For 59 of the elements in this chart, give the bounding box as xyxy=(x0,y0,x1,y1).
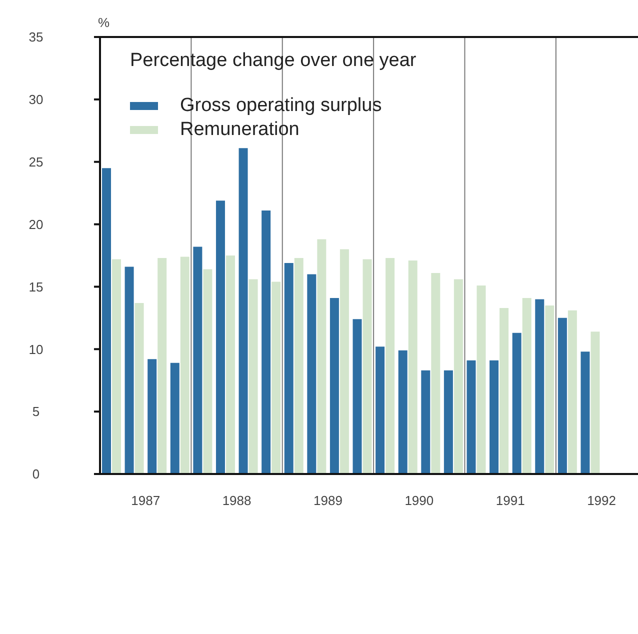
bar xyxy=(102,168,111,474)
bar xyxy=(476,285,486,474)
x-tick-label: 1992 xyxy=(587,493,616,508)
bar xyxy=(522,298,532,474)
y-tick-label: 20 xyxy=(28,216,44,232)
y-tick-label: 5 xyxy=(32,404,40,420)
bar xyxy=(340,249,349,474)
y-tick-label: 35 xyxy=(28,30,44,45)
bar xyxy=(512,332,522,474)
bar xyxy=(226,256,235,474)
x-tick-label: 1987 xyxy=(131,493,160,508)
bar xyxy=(408,260,418,474)
bar xyxy=(444,370,453,474)
bar xyxy=(580,352,590,474)
bar xyxy=(568,310,577,474)
bar xyxy=(193,246,202,474)
y-tick-label: 0 xyxy=(32,466,40,482)
y-tick-label: 10 xyxy=(28,342,44,357)
bar xyxy=(386,258,395,474)
bar xyxy=(352,319,362,474)
x-tick-label: 1988 xyxy=(222,493,252,508)
bar xyxy=(490,360,499,474)
bar xyxy=(545,305,554,474)
bar xyxy=(421,370,430,474)
bar xyxy=(466,360,476,474)
y-tick-label: 30 xyxy=(28,92,44,108)
bar xyxy=(284,262,294,474)
x-tick-label: 1989 xyxy=(314,493,342,508)
bar xyxy=(454,279,463,474)
bar xyxy=(203,269,212,474)
bar xyxy=(134,302,144,474)
bar xyxy=(124,266,134,474)
bar xyxy=(330,298,339,474)
bar xyxy=(362,259,372,474)
bar xyxy=(317,239,326,474)
bar xyxy=(590,332,600,474)
bar xyxy=(307,274,316,474)
bar xyxy=(180,256,190,474)
bar xyxy=(248,279,258,474)
bar xyxy=(158,258,167,474)
y-tick-label: 25 xyxy=(28,154,44,170)
bar xyxy=(262,210,271,474)
bar xyxy=(398,350,408,474)
bar xyxy=(272,282,281,474)
bar xyxy=(376,346,385,474)
bar xyxy=(558,318,567,474)
bar xyxy=(431,272,440,474)
y-tick-label: 15 xyxy=(28,279,44,294)
bar xyxy=(148,359,157,474)
x-tick-label: 1991 xyxy=(496,493,525,508)
bar xyxy=(170,362,180,474)
x-tick-label: 1990 xyxy=(404,493,434,508)
bar xyxy=(238,148,248,474)
bar xyxy=(500,308,509,474)
bar xyxy=(294,258,304,474)
bar xyxy=(216,200,225,474)
bar xyxy=(535,299,544,474)
y-axis-title: % xyxy=(98,15,110,30)
bar xyxy=(112,259,121,474)
